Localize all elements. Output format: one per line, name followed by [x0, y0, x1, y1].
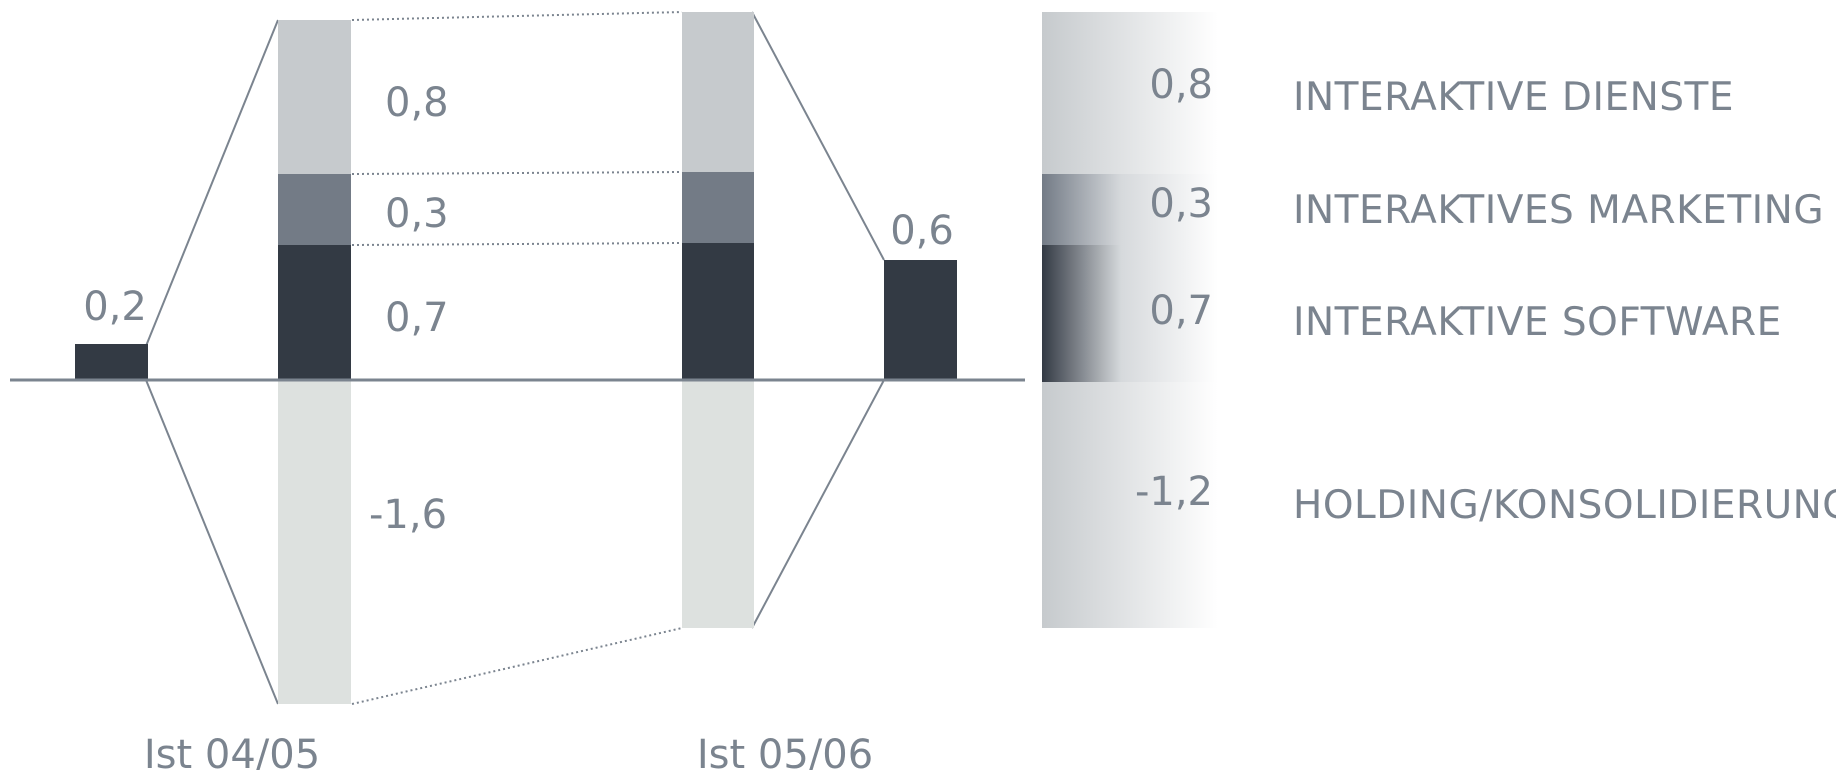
connector-left-bottom: [145, 379, 279, 705]
seg-software-04-05: [278, 245, 351, 380]
seg-dienste-04-05: [278, 20, 351, 174]
seg-holding-05-06: [682, 380, 754, 628]
delta-label-holding: -1,2: [1135, 469, 1213, 515]
legend-marketing: INTERAKTIVES MARKETING: [1293, 188, 1824, 233]
total-label-ist-04-05: 0,2: [83, 284, 147, 330]
delta-label-software: 0,7: [1149, 288, 1213, 334]
seg-holding-04-05: [278, 380, 351, 704]
legend-holding: HOLDING/KONSOLIDIERUNG: [1293, 483, 1836, 528]
dotted-link-holding-bottom: [351, 627, 683, 705]
x-label-ist-04-05: Ist 04/05: [144, 732, 320, 770]
seg-marketing-04-05: [278, 174, 351, 245]
connector-left-top: [145, 19, 279, 347]
delta-bar-marketing: [1042, 174, 1218, 245]
dotted-link-marketing-bottom: [351, 242, 683, 246]
delta-label-dienste: 0,8: [1149, 62, 1213, 108]
connector-right-top: [751, 11, 885, 261]
connector-right-bottom: [751, 379, 885, 629]
seg-software-05-06: [682, 243, 754, 380]
delta-bar-dienste: [1042, 12, 1218, 174]
total-bar-ist-04-05: [75, 344, 148, 380]
seg-dienste-05-06: [682, 12, 754, 172]
x-label-ist-05-06: Ist 05/06: [697, 732, 873, 770]
seg-label-holding: -1,6: [369, 492, 447, 538]
total-bar-ist-05-06: [884, 260, 957, 380]
legend-dienste: INTERAKTIVE DIENSTE: [1293, 75, 1734, 120]
dotted-link-dienste-top: [351, 11, 683, 21]
seg-label-marketing: 0,3: [385, 191, 449, 237]
delta-bar-software: [1042, 245, 1218, 382]
seg-label-dienste: 0,8: [385, 80, 449, 126]
dotted-link-dienste-bottom: [351, 171, 683, 175]
delta-label-marketing: 0,3: [1149, 181, 1213, 227]
seg-marketing-05-06: [682, 172, 754, 243]
total-label-ist-05-06: 0,6: [890, 208, 954, 254]
delta-bar-holding: [1042, 382, 1218, 628]
legend-software: INTERAKTIVE SOFTWARE: [1293, 300, 1782, 345]
seg-label-software: 0,7: [385, 295, 449, 341]
